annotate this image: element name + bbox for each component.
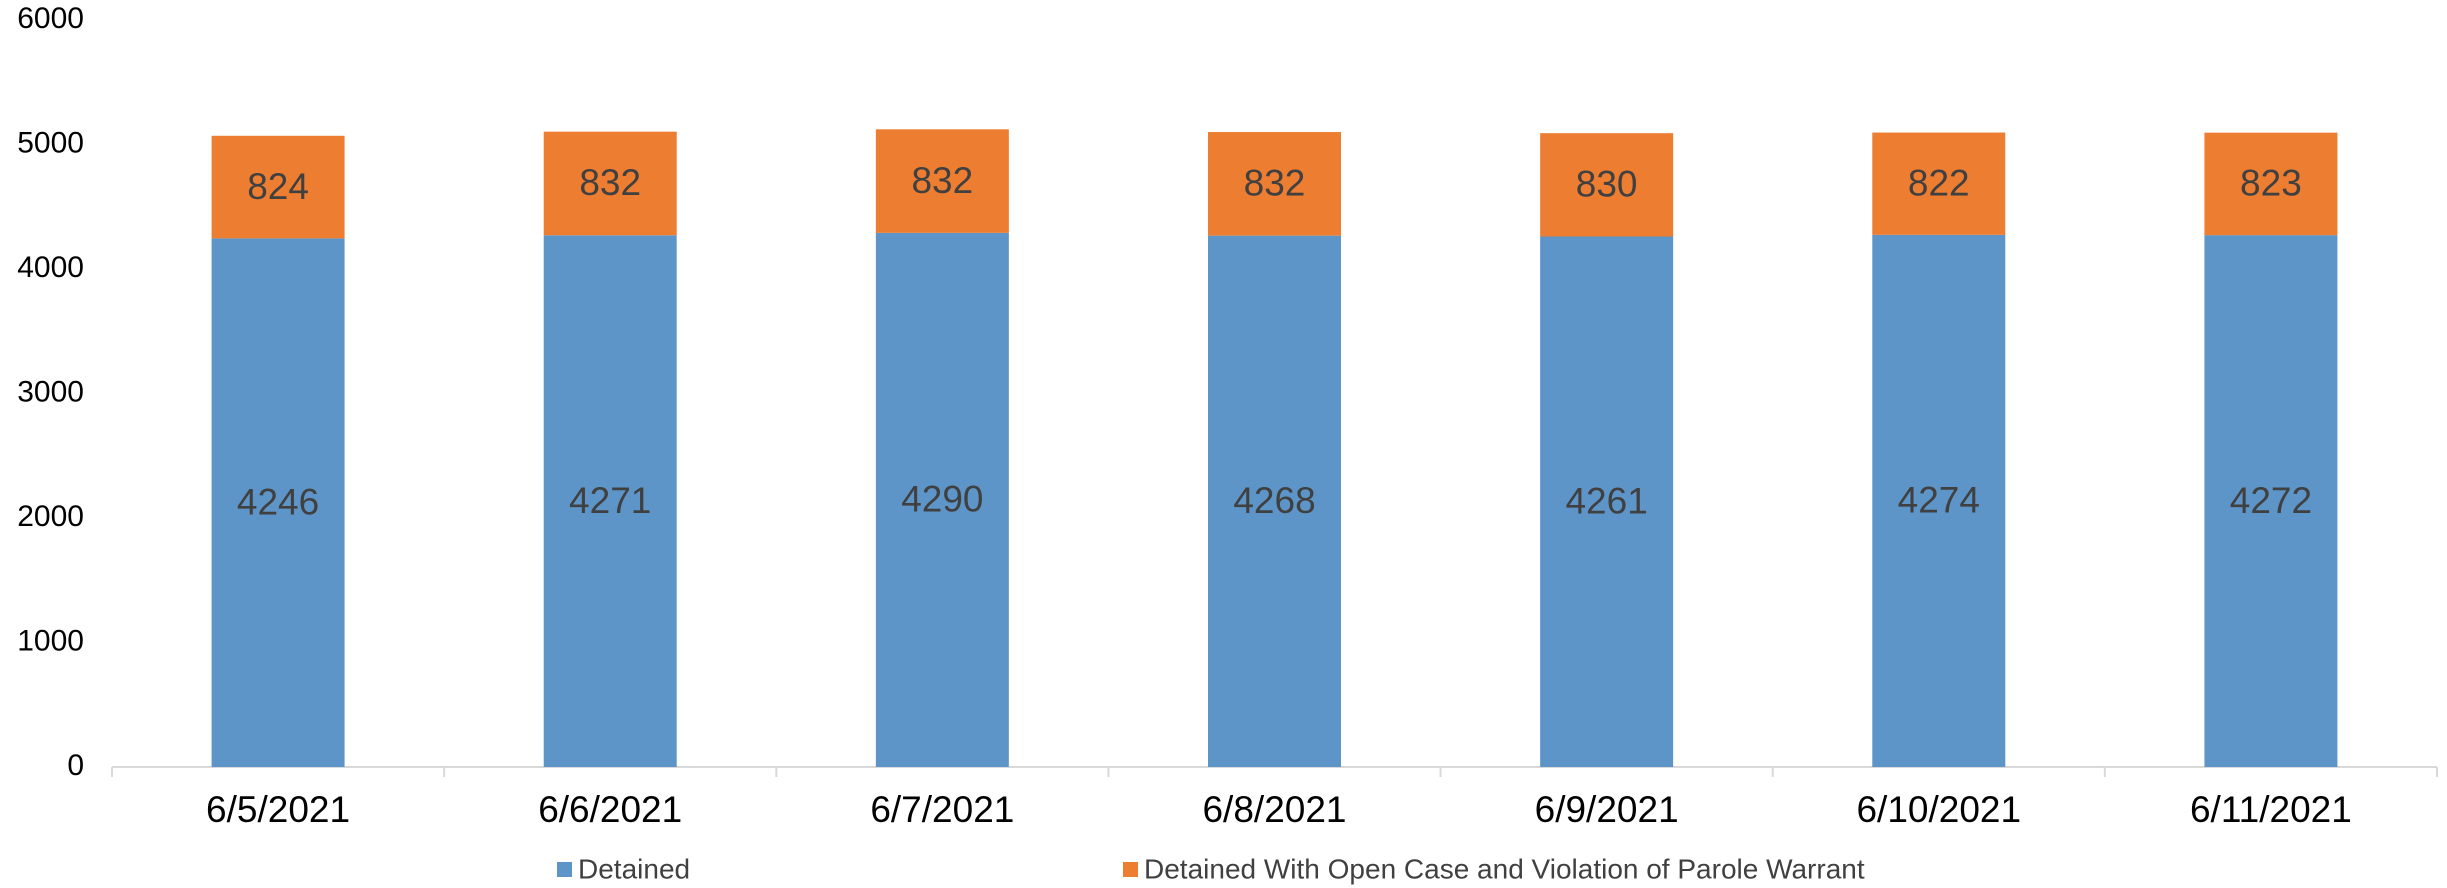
y-tick-label: 1000 [17,624,84,657]
x-tick-label: 6/5/2021 [206,789,350,830]
bar-segment [2204,132,2338,236]
y-tick-label: 4000 [17,251,84,284]
data-label: 832 [911,160,973,201]
data-label: 4290 [901,479,983,520]
data-label: 4271 [569,480,651,521]
x-tick-label: 6/6/2021 [538,789,682,830]
y-tick-label: 5000 [17,126,84,159]
bar-segment [1208,235,1341,767]
legend-swatch [1123,862,1138,877]
x-tick-label: 6/8/2021 [1202,789,1346,830]
bar-segment [1872,234,2006,768]
bar-segment [543,131,677,236]
legend-swatch [557,862,572,877]
data-label: 4268 [1233,480,1315,521]
bar-segment [543,235,677,767]
bar-segment [211,135,345,239]
y-tick-label: 0 [67,749,84,782]
bar-segment [211,238,345,768]
x-tick-label: 6/7/2021 [870,789,1014,830]
data-label: 4272 [2230,480,2312,521]
data-label: 4246 [237,481,319,522]
legend-label: Detained [578,853,690,884]
y-tick-label: 3000 [17,375,84,408]
data-label: 830 [1576,164,1638,205]
x-tick-label: 6/10/2021 [1856,789,2021,830]
y-tick-label: 2000 [17,500,84,533]
x-tick-label: 6/11/2021 [2190,789,2352,830]
data-label: 832 [579,162,641,203]
bar-segment [1540,133,1674,237]
legend-label: Detained With Open Case and Violation of… [1144,853,1865,884]
x-tick-label: 6/9/2021 [1535,789,1679,830]
data-label: 4261 [1565,481,1647,522]
y-tick-label: 6000 [17,2,84,35]
bar-segment [875,129,1009,233]
bar-segment [1540,236,1674,767]
data-label: 832 [1244,163,1306,204]
bar-segment [1208,132,1341,236]
data-label: 824 [247,166,309,207]
bar-segment [875,232,1009,767]
bar-segment [2204,235,2338,768]
bar-segment [1872,132,2006,235]
data-label: 823 [2240,163,2302,204]
data-label: 4274 [1898,480,1980,521]
data-label: 822 [1908,162,1970,203]
